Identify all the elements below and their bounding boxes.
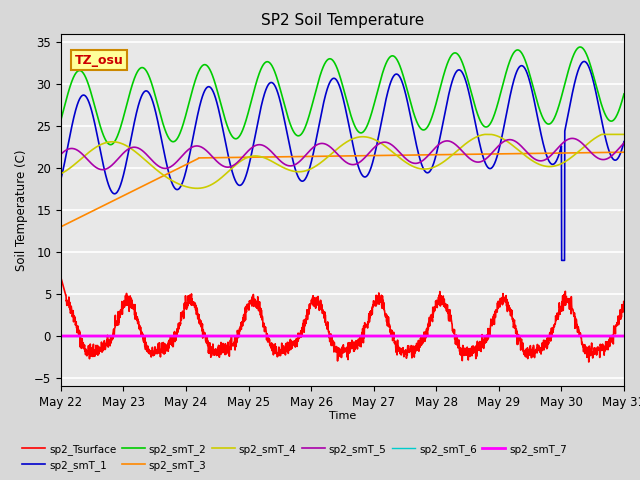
sp2_Tsurface [359,326,367,332]
sp2_smT_3 [57,224,65,230]
sp2_smT_6 [371,334,379,339]
sp2_smT_5 [586,149,594,155]
sp2_smT_7 [586,333,594,339]
sp2_smT_1 [558,257,566,263]
sp2_smT_2 [107,142,115,147]
sp2_Tsurface [570,313,578,319]
sp2_smT_1 [214,104,221,109]
sp2_smT_4 [193,185,201,191]
sp2_smT_1 [371,151,379,156]
sp2_smT_3 [570,150,578,156]
sp2_smT_4 [620,132,628,137]
sp2_smT_5 [571,136,579,142]
Y-axis label: Soil Temperature (C): Soil Temperature (C) [15,149,28,271]
sp2_smT_5 [359,156,367,162]
sp2_smT_2 [577,44,584,50]
Text: TZ_osu: TZ_osu [75,54,124,67]
sp2_Tsurface [57,274,65,280]
Line: sp2_smT_2: sp2_smT_2 [61,47,624,144]
sp2_Tsurface [585,359,593,365]
sp2_smT_3 [586,150,594,156]
Title: SP2 Soil Temperature: SP2 Soil Temperature [260,13,424,28]
sp2_smT_3 [371,153,379,158]
sp2_smT_1 [57,177,65,182]
sp2_smT_7 [506,333,514,339]
sp2_smT_7 [214,333,221,339]
Line: sp2_smT_5: sp2_smT_5 [61,138,624,169]
sp2_smT_7 [570,333,578,339]
sp2_smT_3 [359,153,367,158]
sp2_smT_2 [506,57,514,63]
sp2_smT_4 [214,178,222,183]
sp2_smT_4 [481,132,489,137]
sp2_smT_2 [586,62,594,68]
sp2_smT_6 [570,334,578,339]
sp2_smT_4 [571,152,579,157]
sp2_smT_2 [359,129,367,135]
Line: sp2_smT_4: sp2_smT_4 [61,134,624,188]
sp2_smT_4 [57,171,65,177]
sp2_smT_5 [57,152,65,157]
sp2_smT_7 [359,333,367,339]
sp2_Tsurface [586,351,594,357]
sp2_smT_3 [214,155,221,160]
sp2_smT_4 [359,134,367,140]
sp2_smT_2 [371,97,379,103]
sp2_smT_5 [506,137,514,143]
sp2_smT_1 [571,81,579,87]
sp2_smT_2 [214,91,222,96]
sp2_Tsurface [214,346,221,352]
sp2_smT_5 [568,135,576,141]
Line: sp2_smT_1: sp2_smT_1 [61,61,624,260]
sp2_smT_7 [620,333,628,339]
sp2_smT_7 [371,333,379,339]
Line: sp2_Tsurface: sp2_Tsurface [61,277,624,362]
Line: sp2_smT_3: sp2_smT_3 [61,152,624,227]
sp2_smT_4 [507,141,515,147]
sp2_smT_1 [506,94,514,99]
sp2_Tsurface [506,305,514,311]
sp2_smT_1 [620,139,628,144]
sp2_smT_4 [586,139,594,144]
sp2_smT_2 [57,118,65,123]
X-axis label: Time: Time [329,410,356,420]
sp2_smT_7 [57,333,65,339]
Legend: sp2_Tsurface, sp2_smT_1, sp2_smT_2, sp2_smT_3, sp2_smT_4, sp2_smT_5, sp2_smT_6, : sp2_Tsurface, sp2_smT_1, sp2_smT_2, sp2_… [18,439,571,475]
sp2_smT_2 [620,91,628,97]
sp2_smT_5 [99,167,106,172]
sp2_smT_6 [586,334,594,339]
sp2_smT_6 [506,334,514,339]
sp2_smT_5 [620,140,628,146]
sp2_smT_3 [620,149,628,155]
sp2_smT_5 [214,159,222,165]
sp2_smT_6 [214,334,221,339]
sp2_smT_1 [586,68,594,74]
sp2_smT_6 [359,334,367,339]
sp2_Tsurface [371,300,379,306]
sp2_smT_6 [57,334,65,339]
sp2_smT_2 [571,50,579,56]
sp2_smT_6 [620,334,628,339]
sp2_smT_1 [359,173,367,179]
sp2_smT_4 [371,137,379,143]
sp2_smT_3 [506,151,514,156]
sp2_smT_1 [580,59,588,64]
sp2_Tsurface [620,300,628,306]
sp2_smT_5 [371,144,379,150]
